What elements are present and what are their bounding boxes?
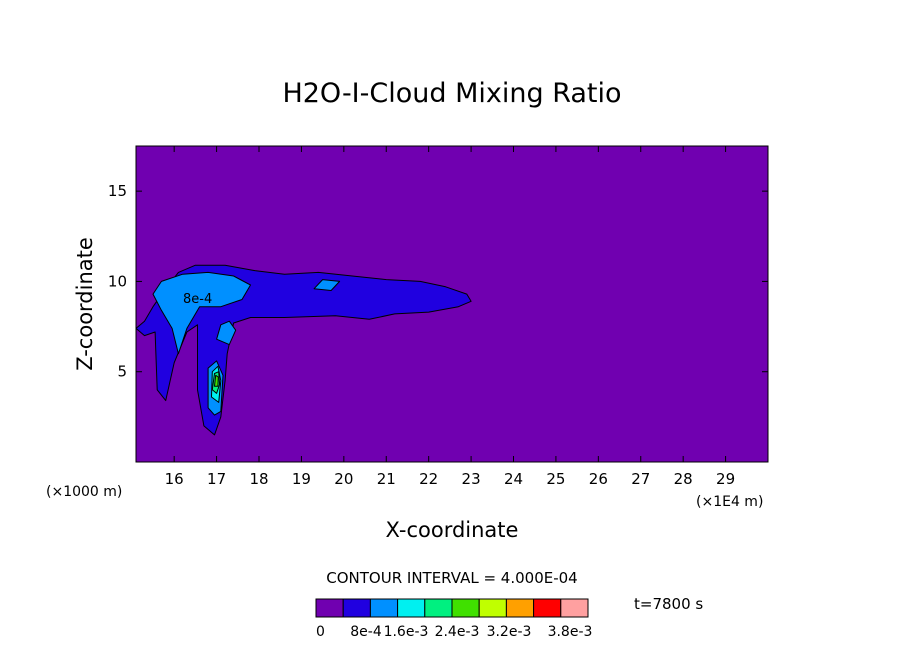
colorbar-swatch [451, 598, 480, 618]
x-tick-label: 27 [631, 470, 650, 488]
contour-region-level-2 [313, 279, 341, 291]
colorbar-swatch [369, 598, 399, 618]
y-unit-label: (×1000 m) [46, 484, 122, 500]
x-tick-label: 24 [504, 470, 523, 488]
contour-regions [136, 264, 472, 436]
x-unit-label: (×1E4 m) [696, 494, 763, 510]
colorbar-label: 2.4e-3 [435, 624, 480, 640]
colorbar [315, 598, 589, 618]
x-tick-label: 25 [546, 470, 565, 488]
colorbar-swatch [478, 598, 507, 618]
x-tick-label: 22 [419, 470, 438, 488]
x-tick-label: 26 [589, 470, 608, 488]
y-axis-label: Z-coordinate [73, 237, 97, 371]
contour-interval-label: CONTOUR INTERVAL = 4.000E-04 [326, 569, 577, 587]
colorbar-label: 3.2e-3 [487, 624, 532, 640]
colorbar-swatch [424, 598, 453, 618]
x-axis-ticks: 16 17 18 19 20 21 22 23 24 25 26 27 28 29 [165, 146, 735, 488]
y-axis-ticks: 5 10 15 [108, 182, 768, 381]
y-tick-label: 5 [117, 363, 127, 381]
colorbar-swatch [505, 598, 535, 618]
colorbar-label: 8e-4 [350, 624, 382, 640]
contour-label: 8e-4 [183, 292, 212, 307]
x-axis-label: X-coordinate [386, 518, 519, 542]
x-tick-label: 28 [674, 470, 693, 488]
x-tick-label: 16 [165, 470, 184, 488]
colorbar-label: 3.8e-3 [548, 624, 593, 640]
y-tick-label: 15 [108, 182, 127, 200]
plot-area: 8e-4 16 17 18 19 20 21 22 23 24 25 26 27 28 29 5 10 15 [108, 145, 769, 488]
y-tick-label: 10 [108, 272, 127, 290]
colorbar-swatch [397, 598, 426, 618]
colorbar-swatch [533, 598, 562, 618]
colorbar-labels: 0 8e-4 1.6e-3 2.4e-3 3.2e-3 3.8e-3 [316, 624, 592, 640]
x-tick-label: 20 [334, 470, 353, 488]
contour-region-level-5 [214, 374, 219, 387]
time-label: t=7800 s [634, 595, 703, 613]
colorbar-swatch [315, 598, 344, 618]
x-tick-label: 29 [716, 470, 735, 488]
chart-title: H2O-I-Cloud Mixing Ratio [282, 78, 621, 109]
colorbar-label: 0 [316, 624, 325, 640]
contour-region-level-2 [152, 271, 251, 355]
colorbar-swatch [560, 598, 589, 618]
x-tick-label: 17 [207, 470, 226, 488]
plot-frame [135, 145, 769, 463]
x-tick-label: 18 [249, 470, 268, 488]
x-tick-label: 21 [377, 470, 396, 488]
colorbar-swatch [342, 598, 371, 618]
x-tick-label: 19 [292, 470, 311, 488]
x-tick-label: 23 [462, 470, 481, 488]
colorbar-label: 1.6e-3 [384, 624, 429, 640]
contour-region-level-2 [216, 320, 237, 346]
